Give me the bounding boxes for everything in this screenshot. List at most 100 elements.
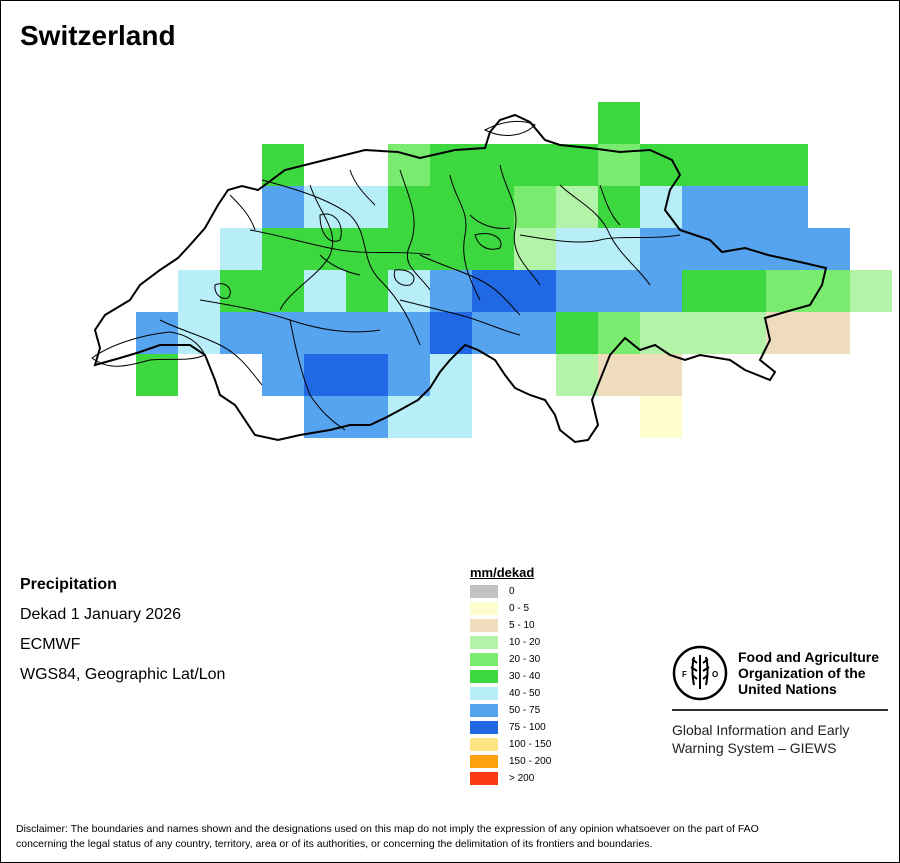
giews-line-1: Global Information and Early — [672, 722, 850, 738]
fao-branding: F O Food and Agriculture Organization of… — [672, 645, 888, 757]
grid-cell — [262, 228, 304, 270]
grid-cell — [598, 270, 640, 312]
fao-name-line-1: Food and Agriculture — [738, 649, 880, 665]
fao-name-line-3: United Nations — [738, 681, 837, 697]
grid-cell — [430, 270, 472, 312]
grid-cell — [766, 270, 808, 312]
grid-cell — [430, 312, 472, 354]
giews-line-2: Warning System – GIEWS — [672, 740, 837, 756]
grid-cell — [556, 270, 598, 312]
grid-cell — [682, 144, 724, 186]
grid-cell — [640, 396, 682, 438]
grid-cell — [556, 354, 598, 396]
legend-swatch — [470, 721, 498, 734]
grid-cell — [682, 186, 724, 228]
grid-cell — [724, 270, 766, 312]
grid-cell — [220, 270, 262, 312]
legend-swatch — [470, 772, 498, 785]
grid-cell — [304, 228, 346, 270]
fao-divider — [672, 709, 888, 711]
giews-name: Global Information and Early Warning Sys… — [672, 721, 888, 757]
grid-cell — [682, 228, 724, 270]
grid-cell — [850, 270, 892, 312]
legend-item: 40 - 50 — [470, 685, 551, 702]
grid-cell — [388, 312, 430, 354]
legend-label: 5 - 10 — [509, 620, 535, 631]
grid-cell — [766, 312, 808, 354]
grid-cell — [178, 312, 220, 354]
grid-cell — [472, 270, 514, 312]
map-title: Switzerland — [20, 20, 176, 51]
legend-swatch — [470, 619, 498, 632]
grid-cell — [388, 354, 430, 396]
grid-cell — [304, 186, 346, 228]
grid-cell — [220, 228, 262, 270]
grid-cell — [472, 312, 514, 354]
grid-cell — [388, 396, 430, 438]
grid-cell — [598, 186, 640, 228]
grid-cell — [304, 354, 346, 396]
legend-item: 100 - 150 — [470, 736, 551, 753]
fao-logo-icon: F O — [672, 645, 728, 701]
grid-cell — [430, 396, 472, 438]
grid-cell — [724, 312, 766, 354]
legend-swatch — [470, 687, 498, 700]
legend-swatch — [470, 585, 498, 598]
grid-cell — [640, 228, 682, 270]
legend-label: 30 - 40 — [509, 671, 541, 682]
legend-item: 5 - 10 — [470, 617, 551, 634]
legend-label: 150 - 200 — [509, 756, 552, 767]
legend-label: 0 - 5 — [509, 603, 530, 614]
grid-cell — [346, 354, 388, 396]
grid-cell — [472, 144, 514, 186]
grid-cell — [136, 312, 178, 354]
grid-cell — [514, 186, 556, 228]
grid-cell — [556, 312, 598, 354]
grid-cell — [136, 354, 178, 396]
precipitation-grid — [136, 102, 892, 438]
grid-cell — [262, 186, 304, 228]
logo-letter-f: F — [682, 670, 687, 679]
grid-cell — [808, 312, 850, 354]
fao-name: Food and Agriculture Organization of the… — [738, 649, 879, 697]
grid-cell — [346, 396, 388, 438]
legend-item: > 200 — [470, 770, 551, 787]
disclaimer-line-2: concerning the legal status of any count… — [16, 838, 653, 850]
legend-item: 0 - 5 — [470, 600, 551, 617]
grid-cell — [388, 186, 430, 228]
legend: mm/dekad 0 0 - 5 5 - 10 10 - 20 20 - 30 30 - … — [470, 565, 551, 787]
grid-cell — [304, 312, 346, 354]
legend-swatch — [470, 738, 498, 751]
fao-name-line-2: Organization of the — [738, 665, 866, 681]
grid-cell — [724, 144, 766, 186]
legend-label: 40 - 50 — [509, 688, 541, 699]
legend-item: 10 - 20 — [470, 634, 551, 651]
grid-cell — [556, 144, 598, 186]
grid-cell — [766, 186, 808, 228]
legend-swatch — [470, 670, 498, 683]
grid-cell — [598, 312, 640, 354]
map-info: Precipitation Dekad 1 January 2026 ECMWF… — [20, 570, 225, 690]
logo-letter-o: O — [712, 670, 718, 679]
legend-label: > 200 — [509, 773, 535, 784]
grid-cell — [640, 186, 682, 228]
grid-cell — [556, 186, 598, 228]
legend-item: 50 - 75 — [470, 702, 551, 719]
legend-rows: 0 0 - 5 5 - 10 10 - 20 20 - 30 30 - 40 40 - 50… — [470, 583, 551, 787]
grid-cell — [262, 312, 304, 354]
legend-swatch — [470, 602, 498, 615]
legend-label: 100 - 150 — [509, 739, 552, 750]
canton-boundaries — [159, 164, 681, 431]
grid-cell — [514, 144, 556, 186]
grid-cell — [430, 186, 472, 228]
grid-cell — [598, 102, 640, 144]
legend-title: mm/dekad — [470, 565, 535, 580]
grid-cell — [808, 228, 850, 270]
legend-swatch — [470, 653, 498, 666]
period-label: Dekad 1 January 2026 — [20, 606, 181, 623]
grid-cell — [220, 312, 262, 354]
grid-cell — [640, 354, 682, 396]
grid-cell — [346, 228, 388, 270]
legend-item: 20 - 30 — [470, 651, 551, 668]
